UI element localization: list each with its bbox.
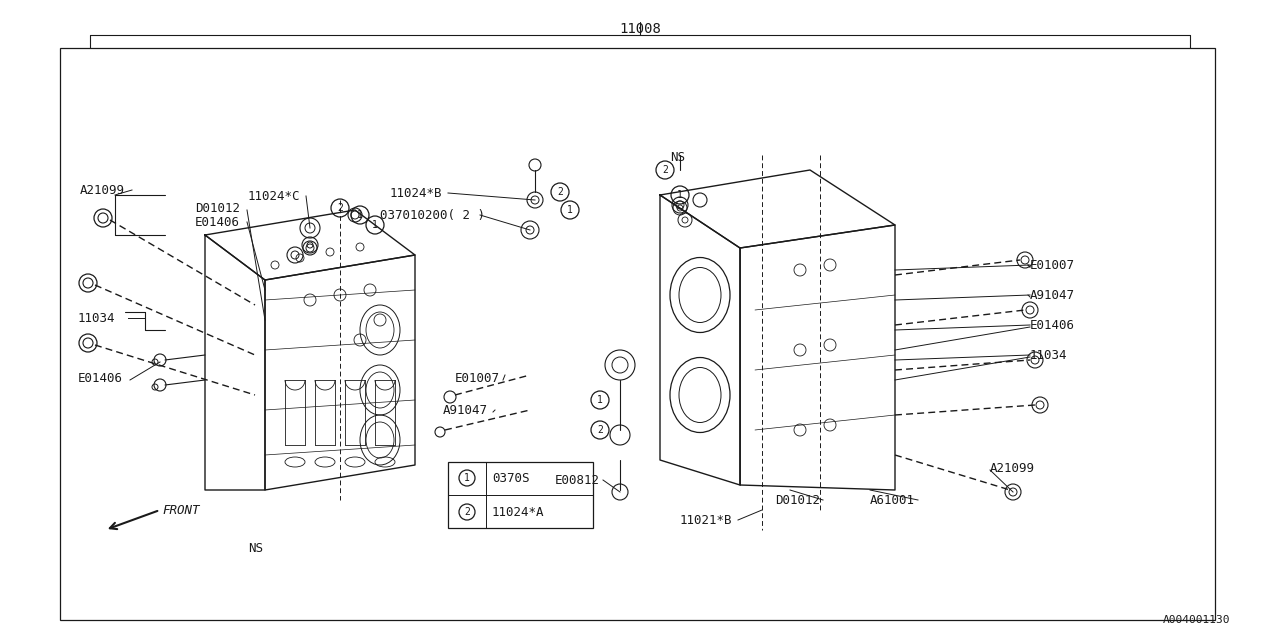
Text: 2: 2 <box>596 425 603 435</box>
Text: A91047: A91047 <box>1030 289 1075 301</box>
Text: 11034: 11034 <box>78 312 115 324</box>
Text: E00812: E00812 <box>556 474 600 486</box>
Text: NS: NS <box>669 150 685 163</box>
Text: 11008: 11008 <box>620 22 660 36</box>
Text: 1: 1 <box>596 395 603 405</box>
Text: E01406: E01406 <box>78 371 123 385</box>
Text: NS: NS <box>248 541 262 554</box>
Bar <box>448 462 593 528</box>
Text: D01012: D01012 <box>774 493 820 506</box>
Text: A21099: A21099 <box>989 461 1036 474</box>
Text: A004001130: A004001130 <box>1162 615 1230 625</box>
Text: A21099: A21099 <box>81 184 125 196</box>
Text: D01012: D01012 <box>195 202 241 214</box>
Text: 2: 2 <box>557 187 563 197</box>
Text: 1: 1 <box>677 190 684 200</box>
Text: E01406: E01406 <box>1030 319 1075 332</box>
Text: A91047: A91047 <box>443 403 488 417</box>
Text: 2: 2 <box>662 165 668 175</box>
Text: 11024*B: 11024*B <box>390 186 443 200</box>
Text: E01406: E01406 <box>195 216 241 228</box>
Text: 1: 1 <box>465 473 470 483</box>
Text: 11034: 11034 <box>1030 349 1068 362</box>
Text: 11021*B: 11021*B <box>680 513 732 527</box>
Bar <box>60 48 1215 620</box>
Text: 0370S: 0370S <box>492 472 530 484</box>
Text: 1: 1 <box>357 210 364 220</box>
Text: FRONT: FRONT <box>163 504 200 516</box>
Text: E01007: E01007 <box>1030 259 1075 271</box>
Text: E01007: E01007 <box>454 371 500 385</box>
Text: 2: 2 <box>465 507 470 517</box>
Text: 1: 1 <box>372 220 378 230</box>
Text: 11024*A: 11024*A <box>492 506 544 518</box>
Text: A61001: A61001 <box>870 493 915 506</box>
Text: 1: 1 <box>567 205 573 215</box>
Text: 11024*C: 11024*C <box>248 189 301 202</box>
Text: 037010200( 2 ): 037010200( 2 ) <box>380 209 485 221</box>
Text: 2: 2 <box>337 203 343 213</box>
